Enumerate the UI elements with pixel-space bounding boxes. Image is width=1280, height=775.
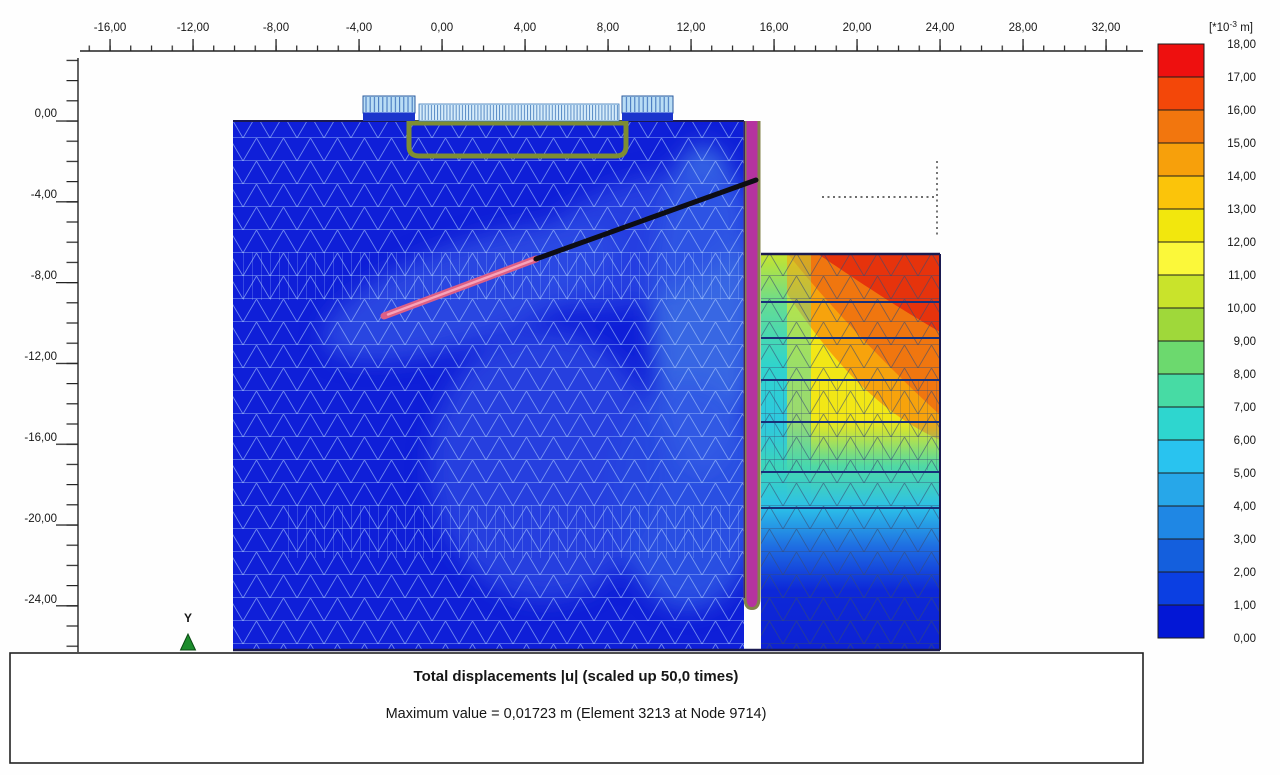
plot-title: Total displacements |u| (scaled up 50,0 …: [414, 668, 739, 685]
legend-value: 5,00: [1234, 468, 1256, 480]
diaphragm-wall: [743, 121, 761, 610]
legend-swatch: [1157, 373, 1205, 408]
ruler-top-label: 28,00: [1009, 22, 1038, 34]
legend-value: 3,00: [1234, 534, 1256, 546]
legend-value: 17,00: [1227, 72, 1256, 84]
ruler-left-label: -12,00: [24, 351, 57, 363]
ruler-top-label: 0,00: [431, 22, 453, 34]
ruler-top-label: -4,00: [346, 22, 372, 34]
distributed-load-strip: [418, 103, 620, 122]
ruler-top-label: 4,00: [514, 22, 536, 34]
y-axis-arrow-icon: [179, 632, 197, 651]
legend-value: 8,00: [1234, 369, 1256, 381]
footing-right: [621, 95, 674, 121]
ruler-top-label: -12,00: [177, 22, 210, 34]
legend-swatch: [1157, 76, 1205, 111]
legend-value: 6,00: [1234, 435, 1256, 447]
legend-value-labels: 18,00 17,00 16,00 15,00 14,00 13,00 12,0…: [1227, 39, 1256, 645]
legend-value: 4,00: [1234, 501, 1256, 513]
ruler-top-major-ticks: [104, 39, 1114, 51]
ruler-left-label: -16,00: [24, 432, 57, 444]
legend-value: 11,00: [1228, 270, 1256, 282]
legend-swatch: [1157, 43, 1205, 78]
legend-swatch: [1157, 142, 1205, 177]
legend-value: 16,00: [1227, 105, 1256, 117]
original-geometry-dotted-lines: [822, 161, 938, 236]
fe-mesh-overlay: [233, 121, 744, 650]
ruler-top-label: 12,00: [677, 22, 706, 34]
legend-value: 18,00: [1227, 39, 1256, 51]
excavation-contour-block: [761, 252, 941, 650]
ruler-top-label: 16,00: [760, 22, 789, 34]
legend-value: 9,00: [1234, 336, 1256, 348]
ruler-top: -16,00 -12,00 -8,00 -4,00 0,00 4,00 8,00…: [80, 22, 1143, 52]
ruler-top-label: -8,00: [263, 22, 289, 34]
legend-value: 1,00: [1234, 600, 1256, 612]
legend-value: 2,00: [1234, 567, 1256, 579]
legend-swatch: [1157, 340, 1205, 375]
legend-swatch: [1157, 472, 1205, 507]
ruler-left-label: -4,00: [31, 189, 57, 201]
footing-left: [362, 95, 416, 121]
caption-box: Total displacements |u| (scaled up 50,0 …: [9, 652, 1144, 764]
ruler-left-major-ticks: [56, 115, 78, 612]
ruler-top-label: -16,00: [94, 22, 127, 34]
legend-swatch: [1157, 538, 1205, 573]
ruler-top-label: 24,00: [926, 22, 955, 34]
legend-swatches: [1157, 43, 1205, 639]
legend-value: 14,00: [1227, 171, 1256, 183]
ruler-left-label: -20,00: [24, 513, 57, 525]
ruler-top-label: 32,00: [1092, 22, 1121, 34]
excavation-support-lines: [761, 301, 940, 509]
legend-swatch: [1157, 241, 1205, 276]
legend-swatch: [1157, 571, 1205, 606]
ruler-left-label: -24,00: [24, 594, 57, 606]
plot-max-value-annotation: Maximum value = 0,01723 m (Element 3213 …: [386, 706, 767, 722]
y-axis-label: Y: [184, 611, 192, 625]
legend-value: 7,00: [1234, 402, 1256, 414]
caption-border: [9, 652, 1144, 764]
legend-swatch: [1157, 439, 1205, 474]
legend-swatch: [1157, 406, 1205, 441]
legend-swatch: [1157, 307, 1205, 342]
legend-swatch: [1157, 505, 1205, 540]
legend-swatch: [1157, 109, 1205, 144]
legend-value: 12,00: [1227, 237, 1256, 249]
legend-swatch: [1157, 208, 1205, 243]
legend-value: 0,00: [1234, 633, 1256, 645]
ruler-left-label: 0,00: [35, 108, 57, 120]
wall-plate: [746, 121, 758, 607]
legend-value: 15,00: [1227, 138, 1256, 150]
anchor-rod: [533, 177, 759, 262]
ruler-top-label: 20,00: [843, 22, 872, 34]
legend-swatch: [1157, 175, 1205, 210]
ruler-top-label: 8,00: [597, 22, 619, 34]
ruler-left: 0,00 -4,00 -8,00 -12,00 -16,00 -20,00 -2…: [24, 58, 79, 652]
legend-value: 10,00: [1227, 303, 1256, 315]
legend-swatch: [1157, 274, 1205, 309]
legend-value: 13,00: [1227, 204, 1256, 216]
legend-swatch: [1157, 604, 1205, 639]
ruler-left-label: -8,00: [31, 270, 57, 282]
surface-structures: [362, 95, 674, 159]
structure-outline: [406, 120, 629, 159]
legend-colorbar: [*10-3 m] 18,00 17,00 16,00 15,00: [1157, 19, 1256, 645]
y-axis-indicator: Y: [179, 611, 197, 651]
ground-anchor: [380, 177, 759, 320]
footing-right-base: [622, 112, 673, 121]
footing-left-base: [363, 112, 415, 121]
legend-unit-header: [*10-3 m]: [1209, 19, 1253, 34]
